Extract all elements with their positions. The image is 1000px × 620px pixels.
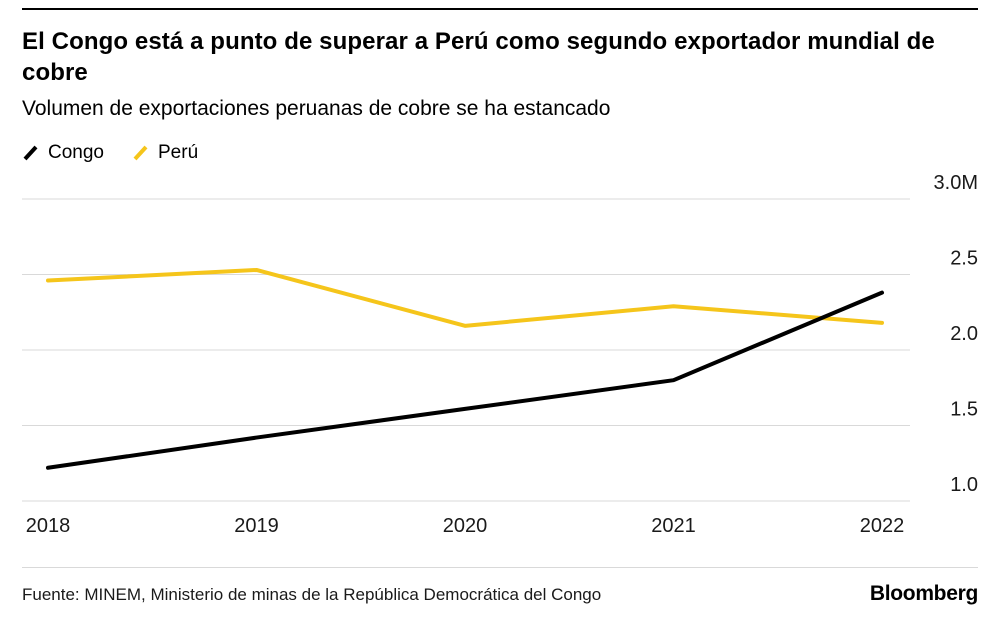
footer: Fuente: MINEM, Ministerio de minas de la… bbox=[22, 567, 978, 606]
legend-line-swatch-icon bbox=[133, 145, 148, 161]
legend-item-congo: Congo bbox=[22, 142, 104, 164]
x-tick-label: 2020 bbox=[443, 515, 488, 537]
legend: Congo Perú bbox=[22, 141, 978, 165]
y-tick-label: 1.0 bbox=[950, 474, 978, 496]
x-tick-label: 2019 bbox=[234, 515, 279, 537]
legend-line-swatch-icon bbox=[23, 145, 38, 161]
y-tick-label: 1.5 bbox=[950, 398, 978, 420]
legend-item-peru: Perú bbox=[132, 142, 198, 164]
legend-label: Perú bbox=[158, 141, 199, 163]
peru-line bbox=[46, 267, 884, 328]
legend-label: Congo bbox=[48, 141, 104, 163]
chart-subtitle: Volumen de exportaciones peruanas de cob… bbox=[22, 97, 611, 121]
x-tick-label: 2022 bbox=[860, 515, 905, 537]
bloomberg-logo: Bloomberg bbox=[869, 582, 978, 605]
congo-line bbox=[46, 290, 884, 470]
y-tick-label: 3.0M bbox=[934, 172, 978, 194]
chart-area: 1.0 1.5 2.0 2.5 3.0M 2018 2019 2020 2021 2022 bbox=[22, 169, 978, 544]
y-tick-label: 2.5 bbox=[950, 247, 978, 269]
top-rule bbox=[22, 8, 978, 10]
y-tick-label: 2.0 bbox=[950, 323, 978, 345]
line-chart: 1.0 1.5 2.0 2.5 3.0M 2018 2019 2020 2021 2022 bbox=[22, 172, 978, 537]
source-note: Fuente: MINEM, Ministerio de minas de la… bbox=[22, 585, 602, 604]
x-tick-label: 2021 bbox=[651, 515, 696, 537]
chart-title: El Congo está a punto de superar a Perú … bbox=[22, 28, 935, 87]
x-tick-label: 2018 bbox=[26, 515, 71, 537]
